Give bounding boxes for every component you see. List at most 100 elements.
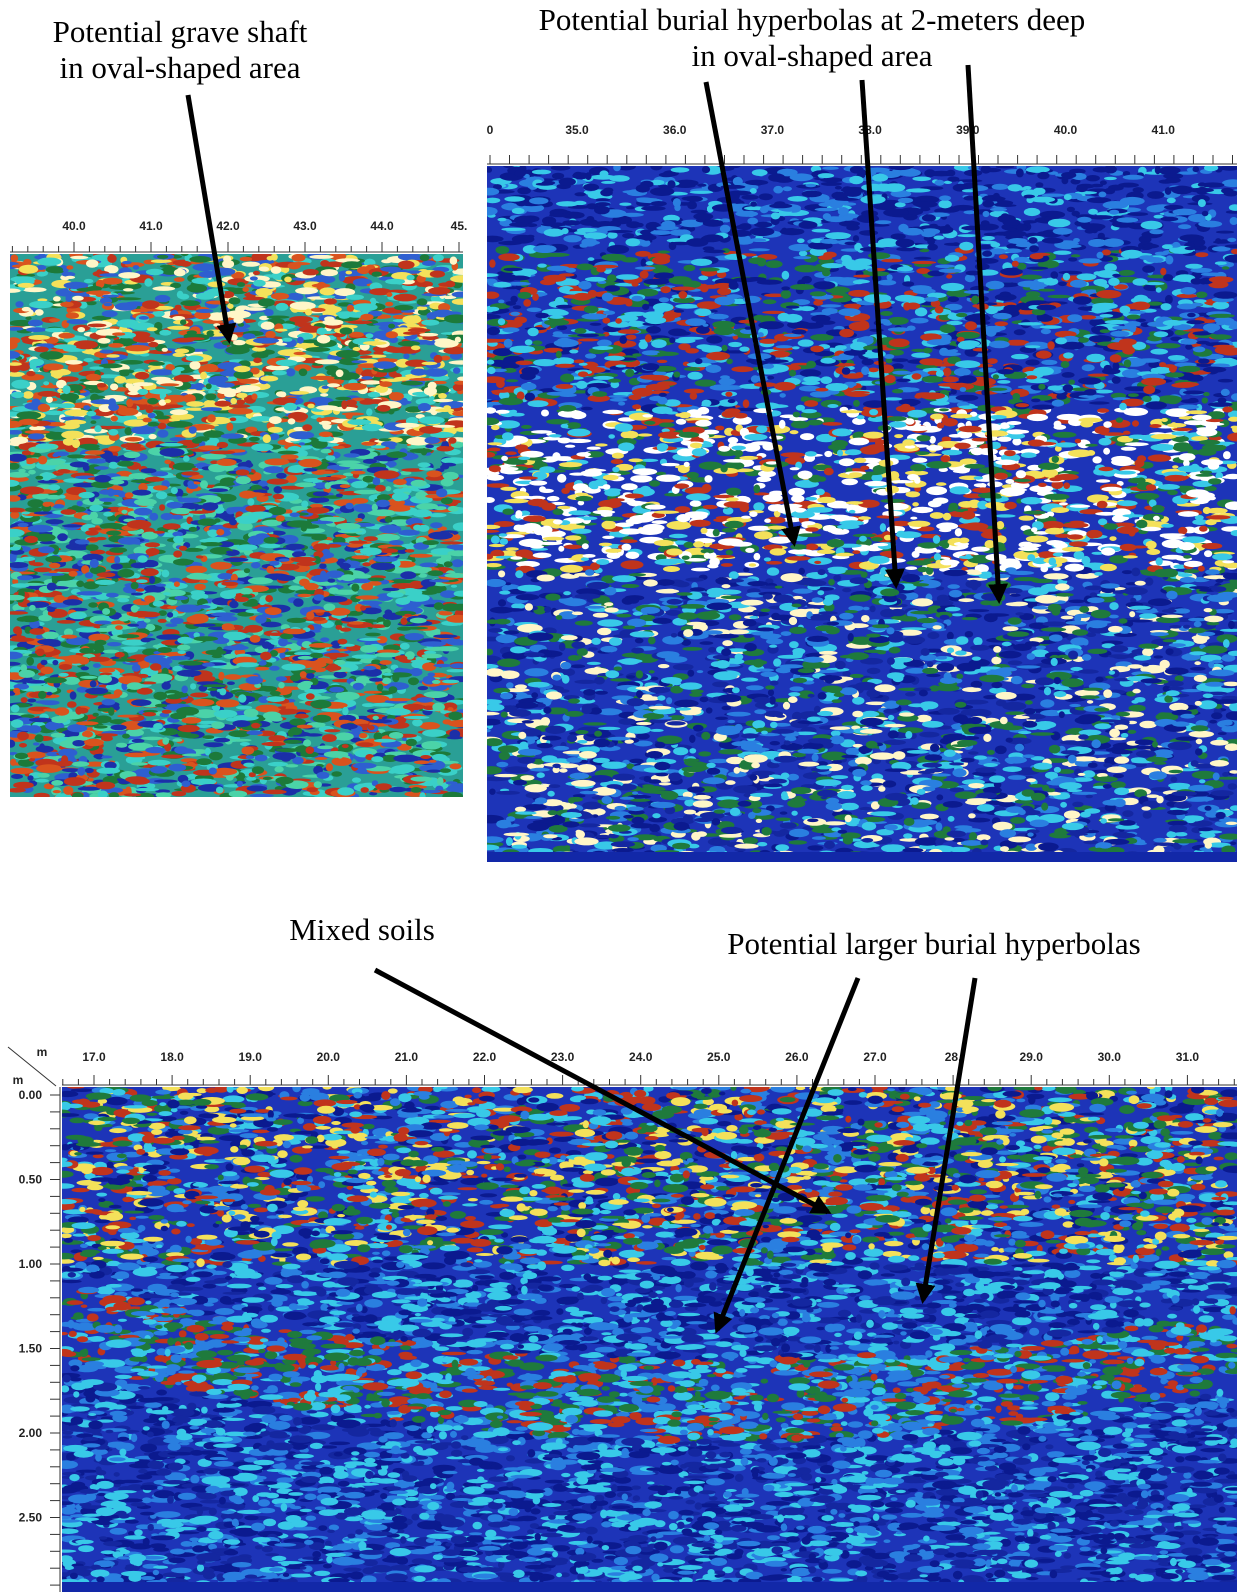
radar-texture <box>102 544 125 548</box>
radar-texture <box>155 583 167 587</box>
radar-texture <box>586 661 601 666</box>
radar-texture <box>76 580 85 588</box>
radar-texture <box>311 283 331 288</box>
radar-texture <box>121 639 147 646</box>
radar-texture <box>45 721 65 731</box>
radar-texture <box>108 445 122 452</box>
radar-texture <box>26 656 34 666</box>
radar-texture <box>302 269 319 276</box>
radar-texture <box>557 325 568 331</box>
radar-texture <box>255 288 273 297</box>
radar-texture <box>335 522 361 530</box>
radar-texture <box>575 655 583 660</box>
radar-texture <box>173 535 184 544</box>
radar-texture <box>207 414 216 423</box>
radar-texture <box>220 433 244 439</box>
radar-texture <box>53 451 70 457</box>
radar-texture <box>180 319 187 326</box>
radar-texture <box>286 368 296 377</box>
radar-texture <box>247 577 273 585</box>
radar-texture <box>419 790 441 794</box>
radar-texture <box>124 492 134 499</box>
radar-texture <box>419 792 426 797</box>
radar-texture <box>318 431 333 438</box>
radar-texture <box>246 730 263 735</box>
radar-texture <box>447 505 459 512</box>
radar-texture <box>253 337 279 344</box>
radar-texture <box>10 549 25 555</box>
radargram-left <box>10 254 463 797</box>
radar-texture <box>424 436 440 444</box>
radar-texture <box>320 393 329 397</box>
radar-texture <box>310 652 324 659</box>
radar-texture <box>267 761 288 767</box>
radar-texture <box>154 294 171 303</box>
radar-texture <box>82 730 93 738</box>
radar-texture <box>421 750 432 757</box>
radar-texture <box>137 555 148 563</box>
radar-texture <box>261 741 286 747</box>
radar-texture <box>376 683 384 691</box>
radar-texture <box>345 294 364 300</box>
radar-texture <box>449 256 458 265</box>
radar-texture <box>373 738 396 743</box>
radar-texture <box>64 275 76 279</box>
radar-texture <box>434 339 459 348</box>
radar-texture <box>124 345 151 352</box>
radar-texture <box>95 374 122 379</box>
radar-texture <box>284 276 292 283</box>
radar-texture <box>305 672 315 680</box>
radar-texture <box>487 728 491 733</box>
radar-texture <box>152 644 162 648</box>
radar-texture <box>148 406 171 410</box>
radar-texture <box>428 531 453 540</box>
radar-texture <box>10 319 35 327</box>
radar-texture <box>117 714 139 718</box>
radar-texture <box>265 595 273 603</box>
radar-texture <box>185 407 206 411</box>
radar-texture <box>147 421 160 427</box>
radar-texture <box>208 488 229 493</box>
radar-texture <box>388 732 404 739</box>
radar-texture <box>228 407 253 415</box>
radar-texture <box>196 758 212 766</box>
radar-texture <box>195 555 204 559</box>
radar-texture <box>68 570 78 577</box>
radar-texture <box>355 595 379 600</box>
radar-texture <box>296 724 313 729</box>
radar-texture <box>402 315 422 324</box>
radar-texture <box>251 393 258 400</box>
radar-texture <box>65 294 72 303</box>
radar-texture <box>65 312 79 319</box>
radar-texture <box>58 403 76 409</box>
radar-texture <box>145 268 164 276</box>
radar-texture <box>219 688 227 696</box>
radar-texture <box>294 713 309 719</box>
radar-texture <box>306 611 315 620</box>
radar-texture <box>263 466 284 474</box>
radar-texture <box>149 388 172 395</box>
radar-texture <box>319 295 336 299</box>
radar-texture <box>421 319 440 326</box>
radar-texture <box>191 467 199 471</box>
radar-texture <box>86 537 100 542</box>
radar-texture <box>131 738 145 743</box>
radar-texture <box>66 384 83 392</box>
radar-texture <box>176 706 200 716</box>
radar-texture <box>351 654 378 659</box>
radar-texture <box>170 487 178 495</box>
radar-texture <box>99 349 114 354</box>
radar-texture <box>336 460 361 465</box>
radar-texture <box>440 355 451 361</box>
radar-texture <box>34 734 44 743</box>
radar-texture <box>438 611 453 616</box>
radar-texture <box>181 753 202 757</box>
radar-texture <box>236 662 260 668</box>
radar-texture <box>78 443 100 450</box>
radar-texture <box>266 565 275 574</box>
radar-texture <box>312 714 332 723</box>
radar-texture <box>29 604 36 611</box>
radar-texture <box>253 279 266 287</box>
radar-texture <box>150 655 166 659</box>
radar-texture <box>211 767 238 776</box>
